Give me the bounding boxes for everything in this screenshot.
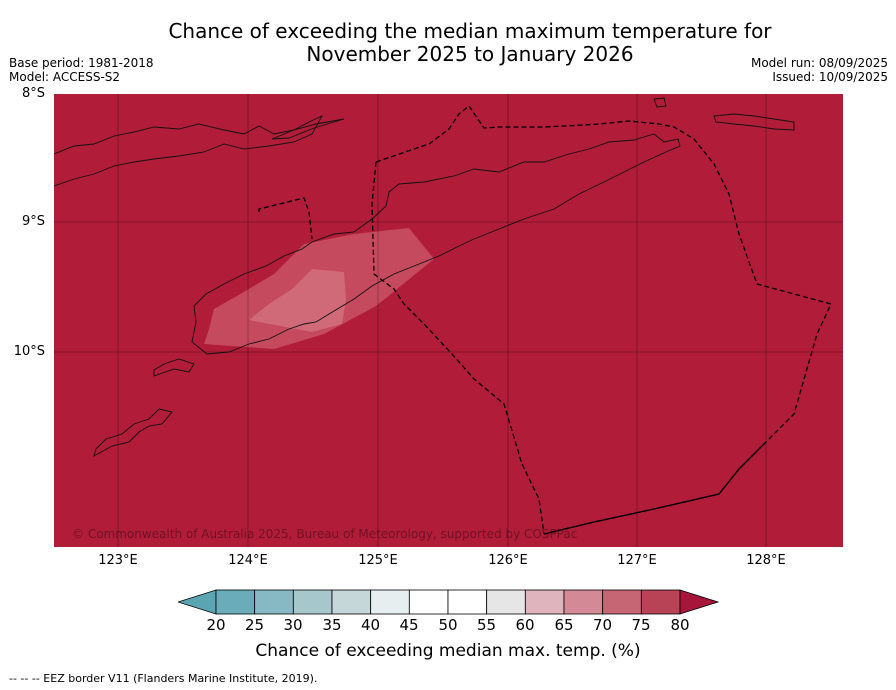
lat-label-10s: 10°S xyxy=(13,344,45,359)
colorbar-tick: 35 xyxy=(322,616,342,634)
issued-date: Issued: 10/09/2025 xyxy=(772,70,888,84)
colorbar-tick: 25 xyxy=(244,616,265,634)
colorbar-tick: 60 xyxy=(515,616,535,634)
lat-label-9s: 9°S xyxy=(21,214,45,229)
atauro-coast xyxy=(653,97,667,108)
timor-coast xyxy=(191,133,681,355)
rote-coast xyxy=(153,358,195,377)
lon-label-123e: 123°E xyxy=(98,553,138,568)
copyright-text: © Commonwealth of Australia 2025, Bureau… xyxy=(72,527,578,541)
colorbar-extend-high xyxy=(679,589,720,615)
colorbar-extend-low xyxy=(178,589,217,615)
sawu-coast xyxy=(93,408,173,457)
colorbar-bin xyxy=(408,589,449,615)
coastlines xyxy=(54,97,795,457)
lat-label-8s: 8°S xyxy=(21,86,45,101)
prob-region-70 xyxy=(249,269,346,332)
model-run-date: Model run: 08/09/2025 xyxy=(750,56,888,70)
base-info: Base period: 1981-2018 Model: ACCESS-S2 xyxy=(9,56,154,84)
colorbar-bin xyxy=(292,589,333,615)
colorbar-bin xyxy=(331,589,372,615)
title-line-1: Chance of exceeding the median maximum t… xyxy=(168,19,772,43)
chart-title: Chance of exceeding the median maximum t… xyxy=(0,20,896,66)
colorbar-bin xyxy=(486,589,526,615)
eez-border xyxy=(258,105,832,535)
map-background xyxy=(54,94,843,547)
colorbar-bin xyxy=(640,589,681,615)
run-info: Model run: 08/09/2025 Issued: 10/09/2025 xyxy=(751,56,888,84)
colorbar-tick: 30 xyxy=(283,616,303,634)
eez-footnote: -- -- -- EEZ border V11 (Flanders Marine… xyxy=(9,672,318,685)
colorbar-bin xyxy=(563,589,604,615)
colorbar-tick: 75 xyxy=(631,616,651,634)
model-name: Model: ACCESS-S2 xyxy=(9,70,121,84)
lon-label-128e: 128°E xyxy=(746,553,786,568)
colorbar-tick: 40 xyxy=(360,616,381,634)
colorbar-bin xyxy=(524,589,565,615)
eez-border-solid xyxy=(543,443,765,535)
colorbar-tick: 65 xyxy=(554,616,574,634)
alor-coast xyxy=(271,118,345,140)
lon-label-125e: 125°E xyxy=(358,553,398,568)
lon-label-124e: 124°E xyxy=(228,553,268,568)
colorbar-label: Chance of exceeding median max. temp. (%… xyxy=(255,641,641,661)
title-line-2: November 2025 to January 2026 xyxy=(306,42,634,66)
colorbar-tick: 55 xyxy=(476,616,497,634)
base-period: Base period: 1981-2018 xyxy=(9,56,154,70)
colorbar-tick: 20 xyxy=(206,616,226,634)
wetar-coast xyxy=(713,113,795,131)
colorbar xyxy=(178,589,720,615)
graticule xyxy=(54,94,843,547)
colorbar-tick: 45 xyxy=(399,616,419,634)
lon-label-126e: 126°E xyxy=(488,553,528,568)
colorbar-bin xyxy=(215,589,256,615)
colorbar-bin xyxy=(447,589,488,615)
map-panel xyxy=(54,94,843,547)
flores-coast xyxy=(54,115,324,187)
colorbar-bin xyxy=(254,589,294,615)
colorbar-bin xyxy=(370,589,410,615)
colorbar-bin xyxy=(602,589,642,615)
colorbar-tick: 50 xyxy=(438,616,458,634)
colorbar-tick: 70 xyxy=(592,616,613,634)
lon-label-127e: 127°E xyxy=(617,553,657,568)
colorbar-tick: 80 xyxy=(670,616,690,634)
